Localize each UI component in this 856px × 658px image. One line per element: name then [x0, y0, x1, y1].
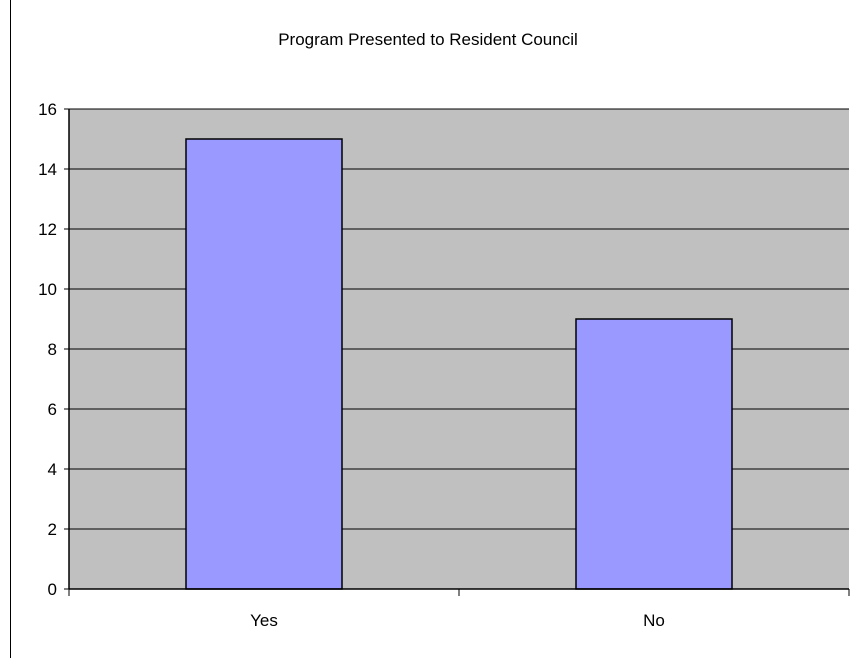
bar-no [575, 318, 733, 590]
y-tick-label-10: 10 [38, 280, 57, 299]
x-tick-label-no: No [643, 611, 665, 630]
bar-yes [185, 138, 343, 590]
chart-frame [10, 0, 856, 658]
y-tick-label-0: 0 [48, 580, 57, 599]
tick-labels: 0 2 4 6 8 10 12 14 16 Yes No [38, 100, 665, 630]
y-tick-label-2: 2 [48, 520, 57, 539]
y-tick-label-12: 12 [38, 220, 57, 239]
axes [64, 108, 850, 596]
chart-title: Program Presented to Resident Council [278, 30, 578, 49]
y-tick-label-16: 16 [38, 100, 57, 119]
bars [185, 138, 733, 590]
y-tick-label-14: 14 [38, 160, 57, 179]
y-tick-label-6: 6 [48, 400, 57, 419]
y-tick-label-4: 4 [48, 460, 57, 479]
x-tick-label-yes: Yes [250, 611, 278, 630]
y-tick-label-8: 8 [48, 340, 57, 359]
